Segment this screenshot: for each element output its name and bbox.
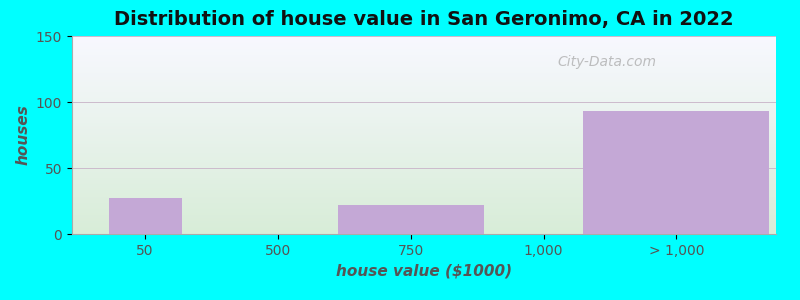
Text: City-Data.com: City-Data.com	[558, 55, 657, 69]
Title: Distribution of house value in San Geronimo, CA in 2022: Distribution of house value in San Geron…	[114, 10, 734, 29]
Bar	[583, 111, 770, 234]
X-axis label: house value ($1000): house value ($1000)	[336, 263, 512, 278]
Y-axis label: houses: houses	[15, 105, 30, 165]
Bar	[109, 198, 182, 234]
Bar	[338, 205, 484, 234]
